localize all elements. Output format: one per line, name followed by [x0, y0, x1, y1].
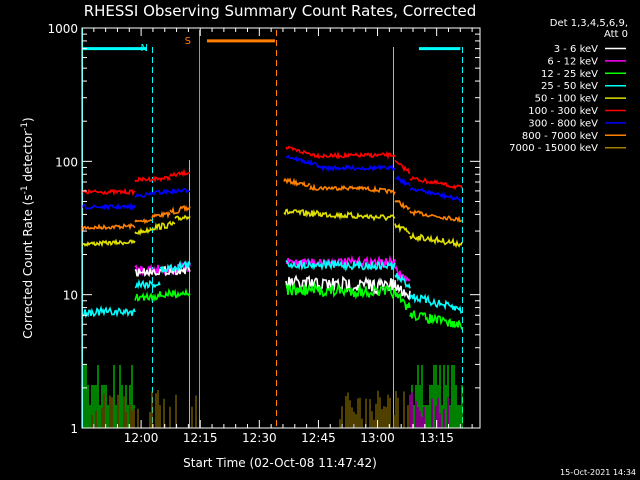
series-7-trace-2 — [151, 210, 171, 220]
series-2-trace-3 — [409, 310, 463, 330]
series-7-trace-1 — [134, 218, 153, 225]
x-tick-label: 12:15 — [183, 431, 218, 445]
date-stamp: 15-Oct-2021 14:34 — [560, 468, 636, 477]
series-7-trace-4 — [283, 177, 311, 188]
series-2-trace-2 — [394, 290, 411, 311]
plot-frame — [81, 27, 481, 429]
series-7-trace-7 — [394, 199, 411, 211]
legend-label-2: 12 - 25 keV — [541, 69, 598, 80]
x-tick-label: 12:30 — [242, 431, 277, 445]
y-tick-label: 10 — [63, 289, 78, 303]
series-3-trace-0 — [81, 305, 136, 319]
x-axis-label: Start Time (02-Oct-08 11:47:42) — [183, 456, 377, 470]
series-3-trace-5 — [409, 293, 463, 314]
series-5-trace-0 — [81, 187, 136, 197]
series-4-trace-4 — [283, 208, 320, 218]
y-axis-label: Corrected Count Rate (s-1 detector-1) — [20, 117, 35, 338]
legend-label-0: 3 - 6 keV — [554, 44, 598, 55]
legend-label-3: 25 - 50 keV — [541, 81, 598, 92]
y-tick-label: 100 — [55, 155, 78, 169]
series-1-trace-2 — [394, 265, 411, 282]
series-6-trace-0 — [81, 202, 136, 212]
y-tick-label: 1 — [70, 422, 78, 436]
series-5-trace-5 — [394, 159, 411, 175]
series-3-trace-3 — [285, 258, 396, 272]
legend-label-1: 6 - 12 keV — [547, 56, 598, 67]
series-7-trace-6 — [359, 185, 396, 196]
y-tick-label: 1000 — [47, 22, 78, 36]
data-layer: NS — [81, 28, 463, 428]
night-flag-label: N — [141, 43, 148, 54]
axes: 12:00 12:15 12:30 12:45 13:00 13:15 1 10 100 1000 — [47, 22, 481, 445]
series-6-trace-2 — [151, 187, 191, 196]
highest-band-spikes-0 — [91, 390, 197, 428]
series-4-trace-3 — [174, 214, 191, 222]
series-2-trace-1 — [285, 281, 396, 301]
x-tick-label: 13:00 — [360, 431, 395, 445]
legend-label-7: 800 - 7000 keV — [522, 131, 598, 142]
series-6-trace-3 — [285, 154, 321, 169]
series-0-trace-2 — [394, 280, 411, 301]
series-5-trace-3 — [285, 145, 321, 159]
legend-label-6: 300 - 800 keV — [528, 118, 598, 129]
series-4-trace-2 — [149, 220, 176, 232]
series-4-trace-0 — [81, 238, 136, 248]
legend-header-line-2: Att 0 — [604, 29, 628, 40]
series-6-trace-6 — [409, 186, 462, 204]
legend-label-4: 50 - 100 keV — [535, 94, 599, 105]
series-7-trace-3 — [169, 204, 191, 215]
series-4-trace-5 — [319, 210, 396, 222]
series-7-trace-0 — [81, 222, 136, 233]
legend-label-8: 7000 - 15000 keV — [509, 143, 598, 154]
x-tick-label: 13:15 — [419, 431, 454, 445]
legend-header-line-1: Det 1,3,4,5,6,9, — [550, 18, 628, 29]
series-4-trace-7 — [409, 231, 463, 249]
series-7-trace-8 — [409, 209, 463, 223]
series-4-trace-1 — [134, 226, 151, 237]
x-tick-label: 12:45 — [301, 431, 336, 445]
series-3-trace-2 — [159, 260, 191, 275]
highest-band-spikes-1 — [339, 390, 411, 428]
series-5-trace-1 — [134, 175, 171, 183]
series-2-trace-0 — [134, 287, 191, 303]
series-7-trace-5 — [309, 183, 361, 191]
series-6-trace-1 — [134, 191, 153, 199]
series-4-trace-6 — [394, 223, 411, 235]
chart-title: RHESSI Observing Summary Count Rates, Co… — [84, 2, 477, 20]
series-3-trace-1 — [134, 278, 161, 291]
series-6-trace-4 — [319, 163, 396, 173]
saa-flag-label: S — [185, 36, 191, 47]
series-5-trace-2 — [169, 168, 191, 178]
legend-label-5: 100 - 300 keV — [528, 106, 598, 117]
x-tick-label: 12:00 — [124, 431, 159, 445]
series-5-trace-6 — [409, 175, 463, 191]
magenta-floor-noise — [409, 392, 449, 428]
series-5-trace-4 — [319, 150, 396, 160]
series-3-trace-4 — [394, 273, 411, 289]
series-6-trace-5 — [394, 174, 411, 187]
